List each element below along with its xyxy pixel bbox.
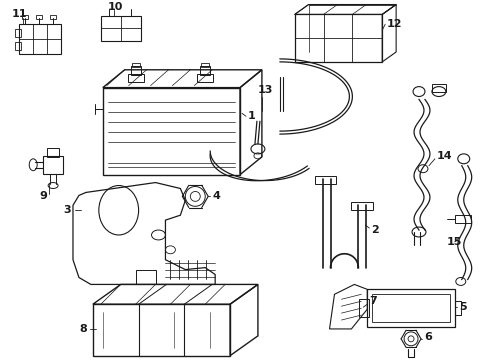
- Bar: [47, 148, 59, 157]
- Bar: [102, 87, 240, 175]
- Text: 10: 10: [107, 3, 123, 13]
- Text: 14: 14: [436, 151, 451, 161]
- Bar: [200, 66, 210, 75]
- Text: 4: 4: [212, 192, 220, 201]
- Bar: [93, 304, 230, 356]
- Bar: [201, 63, 209, 67]
- Bar: [371, 294, 449, 322]
- Bar: [15, 29, 21, 37]
- Bar: [294, 14, 382, 62]
- Bar: [359, 299, 368, 317]
- Bar: [101, 17, 141, 41]
- Text: 12: 12: [386, 19, 402, 29]
- Text: 9: 9: [39, 192, 47, 201]
- Text: 3: 3: [63, 205, 71, 215]
- Text: 8: 8: [79, 324, 86, 334]
- Bar: [351, 202, 372, 210]
- Bar: [131, 63, 139, 67]
- Bar: [15, 42, 21, 50]
- Bar: [431, 84, 445, 91]
- Bar: [135, 270, 155, 284]
- Bar: [197, 74, 213, 82]
- Bar: [43, 156, 63, 174]
- Text: 5: 5: [458, 302, 466, 312]
- Bar: [314, 176, 336, 184]
- Text: 7: 7: [368, 296, 376, 306]
- Text: 1: 1: [247, 111, 255, 121]
- Bar: [36, 15, 42, 19]
- Bar: [454, 301, 460, 315]
- Bar: [127, 74, 143, 82]
- Bar: [22, 15, 28, 19]
- Bar: [454, 215, 470, 223]
- Text: 2: 2: [370, 225, 378, 235]
- Bar: [50, 15, 56, 19]
- Text: 15: 15: [446, 237, 461, 247]
- Bar: [130, 66, 141, 75]
- Text: 13: 13: [257, 85, 273, 95]
- Bar: [366, 289, 454, 327]
- Text: 6: 6: [423, 332, 431, 342]
- Text: 11: 11: [11, 9, 27, 19]
- Bar: [19, 24, 61, 54]
